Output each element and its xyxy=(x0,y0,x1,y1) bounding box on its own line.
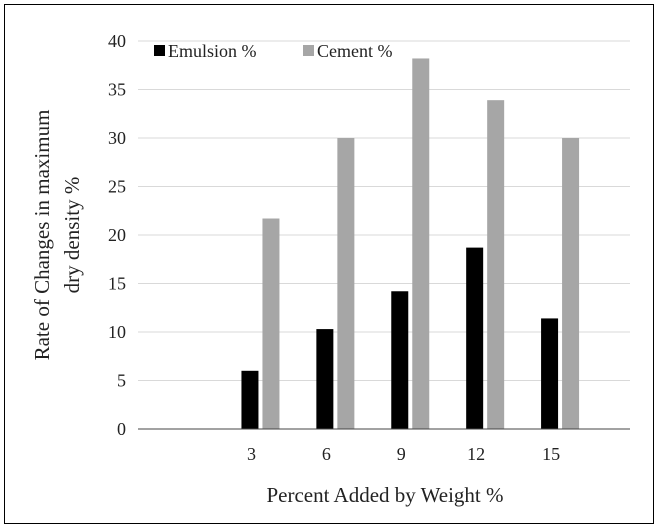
bar-emulsion-9 xyxy=(391,291,409,429)
bar-cement-15 xyxy=(562,138,580,429)
y-tick-label: 0 xyxy=(117,419,126,439)
legend: Emulsion % Cement % xyxy=(154,41,392,61)
x-axis-title: Percent Added by Weight % xyxy=(266,483,503,507)
y-tick-label: 15 xyxy=(108,274,126,294)
bar-emulsion-6 xyxy=(316,329,334,429)
y-axis-title-line-2: dry density % xyxy=(60,177,84,294)
y-tick-labels: 0 5 10 15 20 25 30 35 40 xyxy=(108,31,126,439)
y-tick-label: 30 xyxy=(108,128,126,148)
x-tick-label: 15 xyxy=(542,444,560,464)
x-tick-labels: 3 6 9 12 15 xyxy=(247,444,560,464)
y-axis-title: Rate of Changes in maximum dry density % xyxy=(30,110,84,361)
bars xyxy=(241,58,580,430)
y-axis-title-line-1: Rate of Changes in maximum xyxy=(30,110,54,361)
bar-emulsion-15 xyxy=(541,318,559,429)
x-tick-label: 6 xyxy=(322,444,331,464)
legend-label-cement: Cement % xyxy=(317,41,392,61)
bar-emulsion-3 xyxy=(241,370,259,429)
y-tick-label: 25 xyxy=(108,177,126,197)
legend-label-emulsion: Emulsion % xyxy=(168,41,257,61)
x-tick-label: 12 xyxy=(467,444,485,464)
bar-cement-12 xyxy=(487,100,505,430)
x-tick-label: 3 xyxy=(247,444,256,464)
bar-chart: 0 5 10 15 20 25 30 35 40 3 6 9 12 15 Emulsion % Ceme… xyxy=(30,31,630,507)
bar-emulsion-12 xyxy=(466,247,484,429)
bar-cement-9 xyxy=(412,58,430,430)
bar-cement-6 xyxy=(337,138,355,429)
y-tick-label: 10 xyxy=(108,322,126,342)
y-tick-label: 5 xyxy=(117,371,126,391)
legend-swatch-emulsion xyxy=(154,45,165,56)
x-tick-label: 9 xyxy=(397,444,406,464)
y-tick-label: 35 xyxy=(108,80,126,100)
y-tick-label: 20 xyxy=(108,225,126,245)
chart-frame xyxy=(4,4,654,524)
legend-swatch-cement xyxy=(303,45,314,56)
y-tick-label: 40 xyxy=(108,31,126,51)
bar-cement-3 xyxy=(262,218,280,429)
